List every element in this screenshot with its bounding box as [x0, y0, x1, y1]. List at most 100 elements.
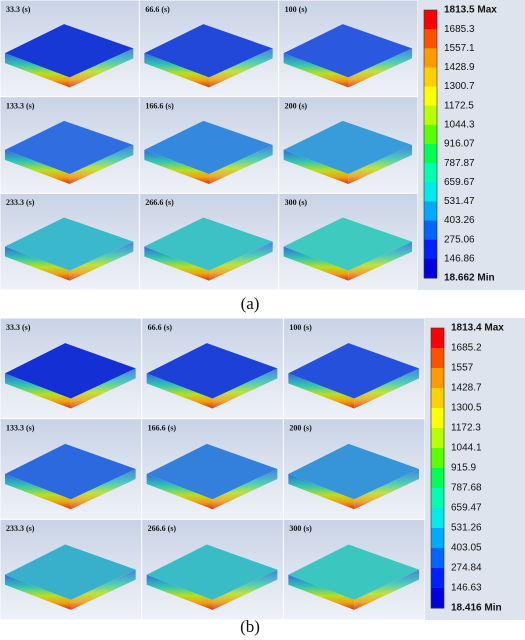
legend-label: 146.86 — [444, 253, 475, 264]
legend-label: 659.67 — [444, 177, 475, 188]
colorbar-band — [424, 258, 437, 279]
time-label: 133.3 (s) — [6, 423, 35, 432]
result-tile: 266.6 (s) — [142, 519, 283, 620]
legend-label: 1044.1 — [451, 443, 482, 454]
slab-side — [283, 149, 349, 184]
legend-label: 1813.5 Max — [444, 5, 497, 16]
slab-side — [69, 145, 134, 184]
slab-top — [5, 343, 136, 399]
slab-top — [144, 120, 273, 174]
time-label: 100 (s) — [289, 323, 312, 332]
result-tile: 200 (s) — [279, 97, 418, 193]
result-tile: 66.6 (s) — [142, 318, 283, 419]
time-label: 66.6 (s) — [145, 5, 170, 14]
legend-label: 787.68 — [451, 483, 482, 494]
colorbar-band — [424, 220, 437, 241]
slab-top — [5, 217, 134, 271]
slab-side — [354, 569, 419, 610]
slab-side — [5, 53, 70, 88]
colorbar-band — [431, 368, 444, 389]
slab-top — [5, 120, 134, 174]
colorbar-band — [424, 10, 437, 30]
legend-label: 274.84 — [451, 563, 482, 574]
slab-top — [288, 443, 419, 500]
colorbar-band — [431, 448, 444, 469]
slab-side — [212, 368, 278, 409]
colorbar-band — [431, 508, 444, 529]
slab-side — [146, 373, 213, 409]
result-tile: 166.6 (s) — [139, 97, 279, 193]
time-label: 33.3 (s) — [6, 323, 31, 332]
slab-side — [144, 149, 209, 184]
result-tile: 266.6 (s) — [139, 193, 279, 290]
time-label: 233.3 (s) — [6, 198, 35, 207]
legend-label: 1172.3 — [451, 423, 481, 434]
legend-label: 531.26 — [451, 523, 482, 534]
result-tile: 100 (s) — [283, 318, 425, 419]
colorbar-band — [431, 388, 444, 409]
slab-side — [348, 145, 412, 184]
colorbar-band — [431, 428, 444, 449]
legend-label: 1557.1 — [444, 43, 475, 54]
time-label: 266.6 (s) — [148, 524, 177, 533]
slab-side — [69, 241, 134, 281]
colorbar-band — [424, 182, 437, 202]
slab-side — [5, 373, 71, 409]
colorbar-band — [424, 105, 437, 126]
legend-label: 1685.3 — [444, 24, 475, 35]
panel-caption: (a) — [241, 294, 260, 313]
slab-side — [212, 469, 278, 510]
slab-top — [5, 24, 134, 78]
colorbar-band — [431, 528, 444, 549]
colorbar-band — [431, 468, 444, 489]
legend-label: 146.63 — [451, 583, 482, 594]
slab-side — [283, 246, 349, 281]
slab-top — [146, 443, 278, 500]
legend-label: 659.47 — [451, 503, 482, 514]
colorbar-band — [424, 29, 437, 49]
time-label: 266.6 (s) — [145, 198, 174, 207]
slab-side — [209, 48, 273, 88]
slab-side — [146, 574, 213, 610]
time-label: 300 (s) — [285, 198, 308, 207]
slab-top — [144, 24, 273, 78]
legend-label: 1685.2 — [451, 343, 482, 354]
colorbar-band — [424, 239, 437, 260]
panel-caption: (b) — [240, 617, 260, 636]
colorbar-band — [424, 86, 437, 107]
slab-side — [348, 241, 412, 281]
slab-side — [5, 149, 70, 184]
legend-label: 1428.9 — [444, 62, 475, 73]
time-label: 200 (s) — [285, 101, 308, 110]
slab-side — [69, 48, 134, 88]
slab-side — [288, 474, 355, 510]
colorbar-band — [431, 328, 444, 349]
time-label: 166.6 (s) — [145, 101, 174, 110]
result-tile: 200 (s) — [283, 419, 425, 519]
slab-side — [354, 368, 419, 409]
colorbar-frame — [423, 9, 438, 279]
slab-side — [70, 569, 136, 610]
result-tile: 66.6 (s) — [139, 0, 279, 97]
slab-top — [146, 544, 278, 600]
slab-side — [348, 48, 412, 88]
slab-top — [144, 217, 273, 271]
legend-label: 916.07 — [444, 139, 475, 150]
slab-side — [146, 474, 213, 510]
slab-side — [70, 469, 136, 510]
slab-top — [283, 217, 412, 271]
time-label: 66.6 (s) — [148, 323, 173, 332]
legend-label: 275.06 — [444, 234, 475, 245]
legend-label: 1300.5 — [451, 403, 482, 414]
colorbar-band — [424, 124, 437, 145]
result-tile: 233.3 (s) — [0, 193, 139, 290]
slab-top — [288, 544, 419, 600]
colorbar-frame — [430, 327, 445, 609]
colorbar-band — [424, 144, 437, 164]
colorbar-band — [424, 48, 437, 68]
legend-label: 18.662 Min — [444, 273, 495, 284]
legend-label: 1813.4 Max — [451, 323, 504, 334]
legend-label: 787.87 — [444, 158, 475, 169]
time-label: 133.3 (s) — [6, 101, 35, 110]
slab-top — [283, 120, 412, 174]
